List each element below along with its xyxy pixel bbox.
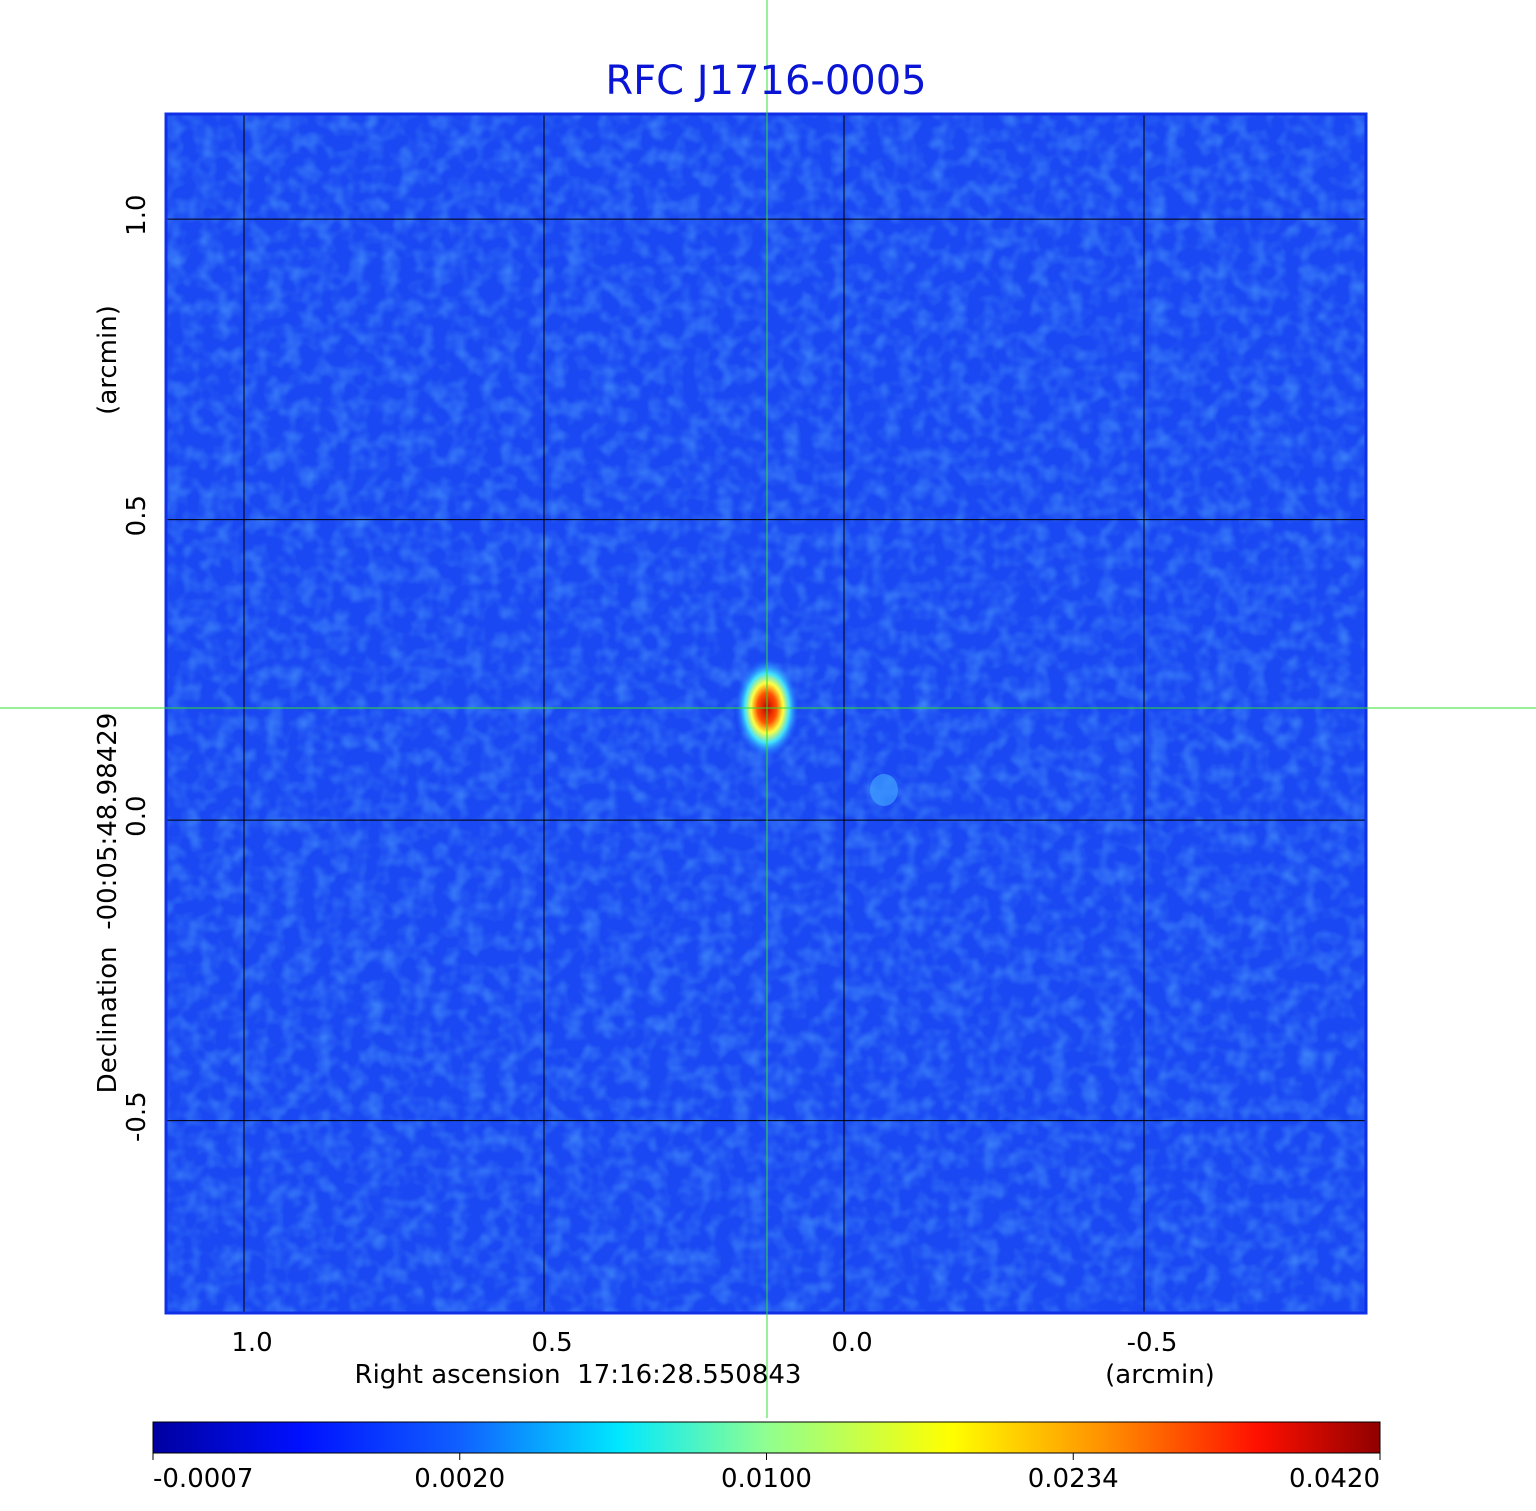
colorbar-tick-label: 0.0020 [414, 1464, 505, 1494]
grid [166, 114, 1366, 1313]
x-tick-label: 1.0 [231, 1328, 272, 1358]
y-tick-label: 1.0 [122, 194, 152, 235]
colorbar-tick-label: 0.0234 [1028, 1464, 1119, 1494]
x-tick-label: 0.5 [531, 1328, 572, 1358]
secondary-source [870, 774, 898, 806]
x-tick-label: -0.5 [1127, 1328, 1178, 1358]
image [166, 114, 1366, 1313]
y-tick-label: -0.5 [122, 1091, 152, 1142]
colorbar-tick-label: 0.0420 [1289, 1464, 1380, 1494]
x-axis-label: Right ascension 17:16:28.550843 [355, 1360, 802, 1390]
y-tick-label: 0.0 [122, 795, 152, 836]
y-axis-unit: (arcmin) [93, 305, 123, 415]
colorbar-tick-label: -0.0007 [153, 1464, 253, 1494]
y-axis-label: Declination -00:05:48.98429 [93, 713, 123, 1094]
y-tick-label: 0.5 [122, 495, 152, 536]
colorbar [152, 1421, 1381, 1454]
chart-title: RFC J1716-0005 [605, 58, 926, 104]
x-tick-label: 0.0 [831, 1328, 872, 1358]
x-axis-unit: (arcmin) [1105, 1360, 1215, 1390]
colorbar-tick-label: 0.0100 [721, 1464, 812, 1494]
frame [164, 112, 1368, 1315]
